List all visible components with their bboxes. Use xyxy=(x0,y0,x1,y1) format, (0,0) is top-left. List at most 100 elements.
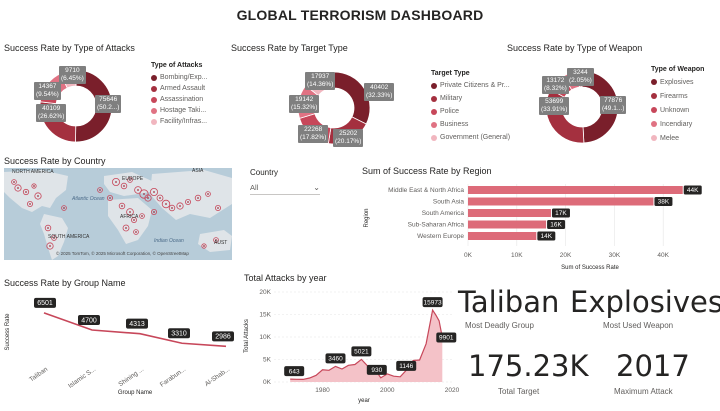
attack-dot-center xyxy=(141,215,143,217)
target-legend-item[interactable]: Private Citizens & Pr... xyxy=(431,79,510,92)
target-legend-item[interactable]: Military xyxy=(431,92,510,105)
attack-legend-item[interactable]: Facility/Infras... xyxy=(151,116,207,127)
attack-dot[interactable] xyxy=(213,237,219,243)
year-x-tick: 2020 xyxy=(445,387,460,394)
attack-dot-center xyxy=(147,197,149,199)
group-value-badge xyxy=(78,315,100,325)
region-bar[interactable] xyxy=(468,186,683,194)
attack-dot[interactable] xyxy=(201,243,207,249)
attack-dot[interactable] xyxy=(161,199,171,209)
region-bar[interactable] xyxy=(468,209,551,217)
attack-dot-center xyxy=(33,185,35,187)
map-attribution[interactable]: © 2025 TomTom, © 2025 Microsoft Corporat… xyxy=(56,251,189,256)
attack-dot[interactable] xyxy=(139,213,145,219)
attack-dot[interactable] xyxy=(34,192,42,200)
attack-dot[interactable] xyxy=(26,201,33,208)
attack-dot[interactable] xyxy=(127,177,133,183)
attack-dot[interactable] xyxy=(133,229,139,235)
region-bar[interactable] xyxy=(468,197,654,206)
weapon-legend-item[interactable]: Melee xyxy=(651,131,704,145)
attack-dot[interactable] xyxy=(46,242,54,250)
attack-dot[interactable] xyxy=(22,188,30,196)
target-legend-item[interactable]: Business xyxy=(431,118,510,131)
attack-dot[interactable] xyxy=(51,235,57,241)
country-slicer-dropdown[interactable]: All ⌄ xyxy=(250,181,320,195)
year-area-chart[interactable]: 0K 5K 10K 15K 20K 1980 2000 2020 643 3460 5021 930 1… xyxy=(240,284,460,406)
attack-dot[interactable] xyxy=(176,202,184,210)
target-legend-item[interactable]: Government (General) xyxy=(431,131,510,144)
attack-dot[interactable] xyxy=(144,194,152,202)
attack-dot[interactable] xyxy=(112,177,121,186)
attack-dot[interactable] xyxy=(107,194,114,201)
country-slicer-value: All xyxy=(250,183,259,192)
map-label-africa: AFRICA xyxy=(120,214,139,220)
attack-dot[interactable] xyxy=(122,224,130,232)
attack-dot-center xyxy=(123,185,125,187)
map-label-aust: AUST xyxy=(214,240,228,246)
attack-dot[interactable] xyxy=(156,194,164,202)
year-y-axis-title: Total Attacks xyxy=(244,319,250,353)
chevron-down-icon: ⌄ xyxy=(313,183,320,192)
attack-dot-center xyxy=(47,227,49,229)
attack-dot[interactable] xyxy=(14,184,22,192)
year-y-tick: 5K xyxy=(263,357,272,364)
group-category-label: Islamic S... xyxy=(67,366,97,390)
attack-dot-center xyxy=(187,201,189,203)
country-map[interactable]: NORTH AMERICA EUROPE ASIA AFRICA SOUTH A… xyxy=(4,168,232,260)
legend-dot-icon xyxy=(431,82,437,89)
attack-dot[interactable] xyxy=(126,208,134,216)
year-value-badge xyxy=(325,353,346,364)
group-chart-title: Success Rate by Group Name xyxy=(4,278,126,288)
region-category-label: Western Europe xyxy=(417,233,464,240)
region-x-tick: 40K xyxy=(657,252,669,259)
weapon-legend-item[interactable]: Explosives xyxy=(651,75,704,89)
group-value-badge xyxy=(168,328,190,339)
region-bar[interactable] xyxy=(468,220,547,229)
attack-dot[interactable] xyxy=(11,179,17,185)
group-line[interactable] xyxy=(43,312,227,348)
year-x-tick: 1980 xyxy=(315,387,330,394)
year-y-tick: 20K xyxy=(259,289,271,296)
attack-dot[interactable] xyxy=(205,191,211,197)
attack-donut-slice[interactable] xyxy=(75,69,113,143)
attack-dot[interactable] xyxy=(131,217,138,224)
attack-legend-item[interactable]: Hostage Taki... xyxy=(151,105,207,116)
region-bar-chart[interactable]: 0K 10K 20K 30K 40K Middle East & North Africa… xyxy=(350,178,720,274)
attack-label-2: 40109 (26.62%) xyxy=(36,104,67,122)
attack-dot[interactable] xyxy=(61,205,67,211)
attack-dot[interactable] xyxy=(184,198,191,205)
region-bar[interactable] xyxy=(468,232,537,240)
attack-dot[interactable] xyxy=(214,205,221,212)
attack-dot[interactable] xyxy=(149,187,158,196)
attack-legend-item[interactable]: Bombing/Exp... xyxy=(151,72,207,83)
weapon-legend-item[interactable]: Incendiary xyxy=(651,117,704,131)
group-line-chart[interactable]: 6501 Taliban 4700 Islamic S... 4313 Shining .… xyxy=(0,288,240,406)
attack-dot[interactable] xyxy=(168,204,176,212)
land-north-america xyxy=(4,170,68,212)
attack-dot-center xyxy=(217,207,219,209)
weapon-donut-slice[interactable] xyxy=(581,70,619,144)
attack-dot[interactable] xyxy=(44,224,52,232)
attack-dot-center xyxy=(37,195,39,197)
attack-dot[interactable] xyxy=(194,194,202,202)
group-value-label: 3310 xyxy=(171,331,187,338)
attack-dot[interactable] xyxy=(139,189,149,199)
region-y-axis-title: Region xyxy=(364,208,370,227)
attack-dot-center xyxy=(13,181,15,183)
kpi-max-attack-label: Maximum Attack xyxy=(614,387,673,396)
attack-dot[interactable] xyxy=(150,209,157,216)
target-legend-item[interactable]: Police xyxy=(431,105,510,118)
attack-dot[interactable] xyxy=(118,202,126,210)
target-label-2: 25202 (20.17%) xyxy=(333,129,364,147)
attack-dot[interactable] xyxy=(97,187,103,193)
attack-legend-item[interactable]: Assassination xyxy=(151,94,207,105)
weapon-legend-item[interactable]: Firearms xyxy=(651,89,704,103)
weapon-legend-item[interactable]: Unknown xyxy=(651,103,704,117)
attack-dot[interactable] xyxy=(120,182,128,190)
attack-legend-item[interactable]: Armed Assault xyxy=(151,83,207,94)
region-value-badge xyxy=(683,185,702,195)
attack-dot[interactable] xyxy=(134,186,142,194)
legend-dot-icon xyxy=(151,74,157,81)
attack-dot-center xyxy=(109,197,111,199)
attack-dot[interactable] xyxy=(31,183,37,189)
